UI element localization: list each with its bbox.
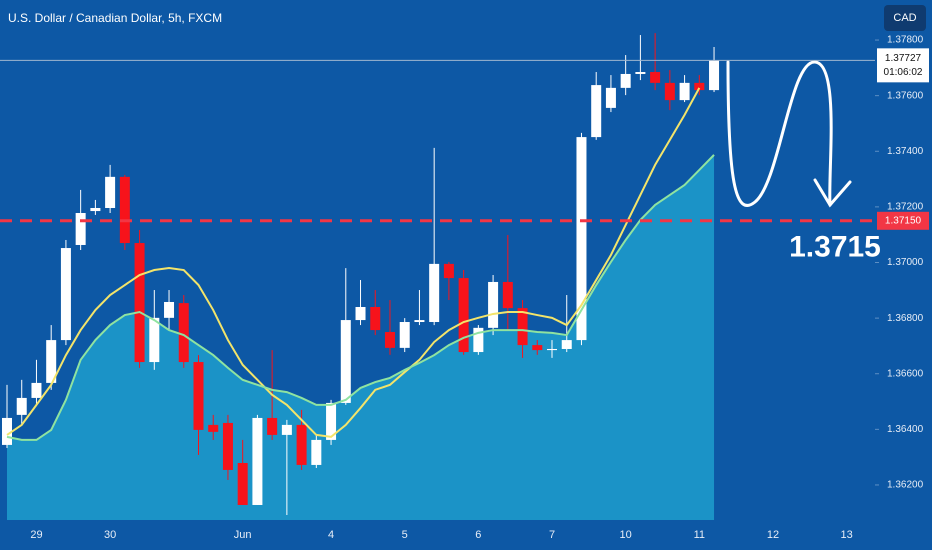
y-tick-label: 1.37200 xyxy=(887,202,924,213)
plot-area xyxy=(2,33,720,520)
forecast-arrow xyxy=(726,60,852,208)
ma-line xyxy=(6,87,701,438)
level-annotation: 1.3715 xyxy=(789,231,881,264)
candle-body xyxy=(119,176,130,244)
candle-body xyxy=(164,301,175,318)
x-tick-label: 29 xyxy=(30,529,42,541)
y-tick-label: 1.36200 xyxy=(887,480,924,491)
candle-body xyxy=(46,340,57,383)
candle-body xyxy=(650,72,661,83)
candle-body xyxy=(355,306,366,321)
candle-body xyxy=(576,137,587,341)
candle-body xyxy=(90,208,101,212)
candle-body xyxy=(193,362,204,430)
candle-body xyxy=(237,462,248,505)
ma-line xyxy=(6,154,715,441)
candle-body xyxy=(664,82,675,101)
candle-body xyxy=(222,422,233,470)
candle-body xyxy=(443,263,454,279)
candle-body xyxy=(532,345,543,351)
candle-body xyxy=(517,308,528,346)
y-tick-label: 1.37000 xyxy=(887,257,924,268)
candle-body xyxy=(561,340,572,349)
level-label-box xyxy=(877,211,929,230)
last-price-box xyxy=(877,48,929,83)
level-label: 1.37150 xyxy=(885,215,922,226)
chart-title: U.S. Dollar / Canadian Dollar, 5h, FXCM xyxy=(8,11,222,25)
x-tick-label: 12 xyxy=(767,529,779,541)
candle-body xyxy=(605,87,616,108)
candle-body xyxy=(502,281,513,309)
candle-body xyxy=(679,82,690,101)
candle-body xyxy=(296,424,307,465)
x-tick-label: 5 xyxy=(402,529,408,541)
candle-body xyxy=(105,176,116,208)
candle-body xyxy=(488,281,499,328)
candle-body xyxy=(31,382,42,398)
x-tick-label: 6 xyxy=(475,529,481,541)
y-tick-label: 1.36400 xyxy=(887,424,924,435)
candle-body xyxy=(340,320,351,403)
candle-body xyxy=(178,303,189,363)
y-tick-label: 1.36600 xyxy=(887,368,924,379)
candle-body xyxy=(16,397,27,415)
x-tick-label: 30 xyxy=(104,529,116,541)
currency-button[interactable] xyxy=(884,5,926,31)
x-tick-label: 13 xyxy=(840,529,852,541)
x-tick-label: 11 xyxy=(694,529,705,541)
candle-body xyxy=(75,213,86,245)
x-tick-label: 10 xyxy=(620,529,632,541)
candle-body xyxy=(429,263,440,323)
candle-body xyxy=(252,417,263,505)
y-tick-label: 1.37600 xyxy=(887,90,924,101)
x-tick-label: 7 xyxy=(549,529,555,541)
candle-body xyxy=(473,327,484,353)
last-price-label: 1.37727 xyxy=(885,53,922,64)
candle-body xyxy=(281,424,292,435)
candle-body xyxy=(326,402,337,440)
candle-body xyxy=(267,417,278,435)
candle-body xyxy=(60,248,71,341)
candle-body xyxy=(591,85,602,138)
candle-body xyxy=(384,332,395,348)
candle-body xyxy=(399,322,410,348)
candle-body xyxy=(134,243,145,363)
candle-body xyxy=(311,439,322,465)
x-tick-label: Jun xyxy=(234,529,252,541)
candle-body xyxy=(414,320,425,323)
countdown-label: 01:06:02 xyxy=(884,67,923,78)
y-tick-label: 1.36800 xyxy=(887,313,924,324)
x-tick-label: 4 xyxy=(328,529,334,541)
y-tick-label: 1.37800 xyxy=(887,35,924,46)
candle-body xyxy=(208,424,219,432)
candle-body xyxy=(635,72,646,74)
ma-area xyxy=(7,154,715,520)
candle-body xyxy=(458,278,469,353)
candle-body xyxy=(694,82,705,91)
currency-label[interactable]: CAD xyxy=(893,12,916,24)
candle-body xyxy=(709,60,720,91)
candle-body xyxy=(547,348,558,351)
y-tick-label: 1.37400 xyxy=(887,146,924,157)
candle-body xyxy=(149,317,160,363)
candle-body xyxy=(370,306,381,331)
candle-body xyxy=(620,73,631,88)
candle-body xyxy=(2,417,12,445)
